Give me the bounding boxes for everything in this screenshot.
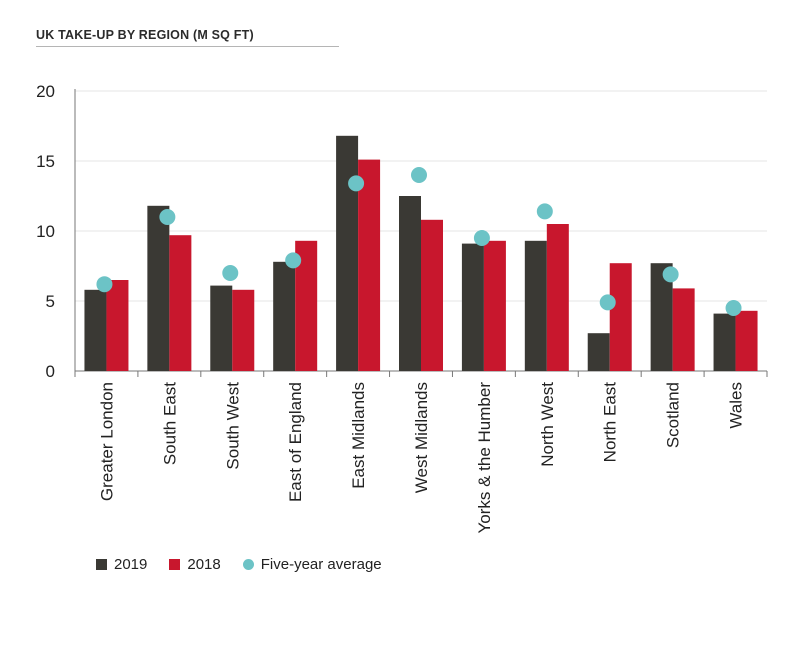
x-tick-label-wales: Wales xyxy=(727,382,746,429)
point-five-year-average-greater-london xyxy=(96,276,113,293)
legend-item-2018: 2018 xyxy=(169,556,221,573)
x-tick-label-scotland: Scotland xyxy=(664,382,683,448)
legend-swatch-2019 xyxy=(96,559,107,570)
x-tick-label-east-midlands: East Midlands xyxy=(349,382,368,489)
bar-2019-east-midlands xyxy=(336,135,359,371)
y-tick-label-5: 5 xyxy=(46,292,55,311)
x-tick-label-north-east: North East xyxy=(601,382,620,463)
bar-2018-wales xyxy=(735,310,758,371)
y-tick-label-15: 15 xyxy=(36,152,55,171)
y-tick-label-20: 20 xyxy=(36,82,55,101)
legend-label-2018: 2018 xyxy=(187,556,221,573)
bar-2019-scotland xyxy=(650,263,673,371)
x-tick-label-south-east: South East xyxy=(160,382,179,465)
legend-swatch-2018 xyxy=(169,559,181,570)
legend: 2019 2018 Five-year average xyxy=(96,556,404,573)
bar-2018-north-east xyxy=(609,263,632,371)
bar-2019-east-of-england xyxy=(273,261,296,371)
legend-item-five-year-average: Five-year average xyxy=(242,556,382,573)
point-five-year-average-north-east xyxy=(599,294,616,311)
y-tick-label-10: 10 xyxy=(36,222,55,241)
point-five-year-average-east-of-england xyxy=(285,252,302,269)
bar-2019-west-midlands xyxy=(399,196,421,371)
legend-label-2019: 2019 xyxy=(114,556,148,573)
point-five-year-average-scotland xyxy=(662,266,679,283)
chart-title: UK TAKE-UP BY REGION (M SQ FT) xyxy=(36,28,254,42)
x-tick-label-south-west: South West xyxy=(223,382,242,470)
point-five-year-average-east-midlands xyxy=(348,175,365,192)
x-tick-label-greater-london: Greater London xyxy=(97,382,116,501)
bar-chart: 0 5 10 15 20 Greater London South East South We… xyxy=(36,82,768,534)
bar-2018-south-east xyxy=(169,235,192,371)
bar-2019-north-east xyxy=(587,333,610,371)
point-five-year-average-south-east xyxy=(159,209,176,225)
x-tick-label-yorks-the-humber: Yorks & the Humber xyxy=(475,382,494,534)
point-five-year-average-yorks-the-humber xyxy=(473,230,490,246)
x-tick-label-north-west: North West xyxy=(538,382,557,467)
legend-item-2019: 2019 xyxy=(96,556,147,573)
bar-2019-south-west xyxy=(210,285,233,371)
bar-2019-south-east xyxy=(147,205,170,371)
point-five-year-average-west-midlands xyxy=(411,167,427,183)
bar-2018-greater-london xyxy=(106,280,129,371)
bar-2018-east-midlands xyxy=(358,159,381,371)
point-five-year-average-north-west xyxy=(536,203,553,220)
bar-2018-west-midlands xyxy=(421,219,443,371)
bar-2019-north-west xyxy=(524,240,547,371)
title-underline xyxy=(36,46,339,47)
bar-2018-north-west xyxy=(546,224,569,371)
bar-2019-greater-london xyxy=(84,289,107,371)
point-five-year-average-south-west xyxy=(222,265,239,281)
bar-2018-yorks-the-humber xyxy=(483,240,506,371)
bar-2018-east-of-england xyxy=(295,240,318,371)
legend-label-five-year-average: Five-year average xyxy=(260,556,382,573)
x-tick-label-east-of-england: East of England xyxy=(286,382,305,502)
legend-dot-five-year-average xyxy=(242,559,254,570)
bar-2019-yorks-the-humber xyxy=(461,243,484,371)
x-tick-label-west-midlands: West Midlands xyxy=(412,382,431,493)
y-tick-label-0: 0 xyxy=(46,362,55,381)
bar-2019-wales xyxy=(713,313,736,371)
bar-2018-scotland xyxy=(672,288,695,371)
point-five-year-average-wales xyxy=(725,300,742,316)
bar-2018-south-west xyxy=(232,289,255,371)
